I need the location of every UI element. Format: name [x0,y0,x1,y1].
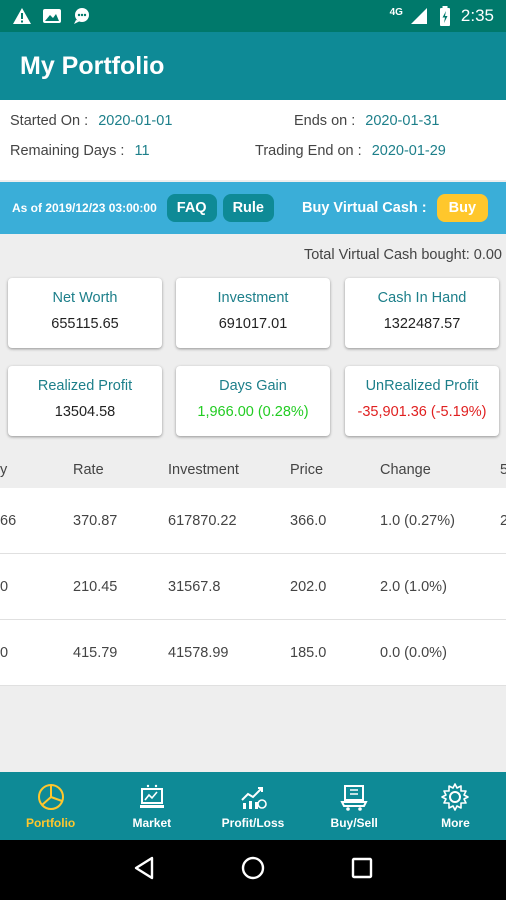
header-rate: Rate [73,462,104,478]
back-icon[interactable] [133,856,155,885]
table-row[interactable]: 66 370.87 617870.22 366.0 1.0 (0.27%) 2 [0,488,506,554]
net-worth-value: 655115.65 [51,316,119,332]
trading-end-value: 2020-01-29 [371,143,446,159]
unrealized-profit-label: UnRealized Profit [365,378,479,394]
realized-profit-label: Realized Profit [37,378,133,394]
recents-icon[interactable] [351,857,373,884]
started-on-value: 2020-01-01 [98,113,173,129]
trading-end-label: Trading End on : [255,143,362,159]
remaining-days: Remaining Days : 11 [10,143,150,159]
app-bar: My Portfolio [0,32,506,100]
bottom-navigation: Portfolio Market Profit/Loss Buy/Sell Mo… [0,772,506,840]
image-icon [42,7,62,25]
profit-loss-icon [241,787,267,809]
nav-buy-sell-label: Buy/Sell [330,816,378,830]
warning-icon [12,7,32,25]
started-on: Started On : 2020-01-01 [10,113,172,129]
ends-on-value: 2020-01-31 [365,113,440,129]
days-gain-label: Days Gain [219,378,287,394]
unrealized-profit-card: UnRealized Profit -35,901.36 (-5.19%) [345,366,499,436]
table-row[interactable]: 0 415.79 41578.99 185.0 0.0 (0.0%) [0,620,506,686]
nav-portfolio-label: Portfolio [25,816,76,830]
started-on-label: Started On : [10,113,89,129]
row-investment: 617870.22 [168,512,237,529]
nav-profit-loss-label: Profit/Loss [221,816,285,830]
row-qty: 0 [0,578,9,595]
unrealized-profit-value: -35,901.36 (-5.19%) [357,404,487,420]
nav-more[interactable]: More [405,772,506,840]
buy-button[interactable]: Buy [436,194,489,222]
net-worth-card: Net Worth 655115.65 [8,278,162,348]
header-extra: 5 [500,462,506,478]
message-icon [72,7,92,25]
row-qty: 0 [0,644,9,661]
page-title: My Portfolio [20,51,165,80]
signal-icon [409,7,429,25]
gear-icon [441,783,470,811]
nav-more-label: More [441,816,470,830]
header-investment: Investment [168,462,239,478]
nav-portfolio[interactable]: Portfolio [0,772,101,840]
row-rate: 370.87 [73,512,118,529]
contest-info: Started On : 2020-01-01 Ends on : 2020-0… [0,100,506,180]
net-worth-label: Net Worth [52,290,118,306]
nav-buy-sell[interactable]: Buy/Sell [304,772,405,840]
realized-profit-card: Realized Profit 13504.58 [8,366,162,436]
ends-on: Ends on : 2020-01-31 [294,113,439,129]
days-gain-card: Days Gain 1,966.00 (0.28%) [176,366,330,436]
investment-value: 691017.01 [218,316,288,332]
cash-in-hand-value: 1322487.57 [383,316,461,332]
realized-profit-value: 13504.58 [54,404,116,420]
investment-label: Investment [217,290,289,306]
row-change: 0.0 (0.0%) [380,644,447,661]
holdings-table: y Rate Investment Price Change 5 66 370.… [0,452,506,686]
header-change: Change [380,462,431,478]
days-gain-value: 1,966.00 (0.28%) [197,404,309,420]
investment-card: Investment 691017.01 [176,278,330,348]
system-navigation-bar [0,840,506,900]
row-change: 2.0 (1.0%) [380,578,447,595]
row-price: 185.0 [290,644,327,661]
remaining-days-value: 11 [134,143,150,159]
nav-market[interactable]: Market [101,772,202,840]
row-investment: 41578.99 [168,644,229,661]
total-virtual-cash: Total Virtual Cash bought: 0.00 [303,247,502,263]
row-extra: 2 [500,512,506,529]
status-bar: 4G 2:35 [0,0,506,32]
pie-chart-icon [37,784,64,810]
row-change: 1.0 (0.27%) [380,512,455,529]
cash-in-hand-label: Cash In Hand [377,290,467,306]
action-bar: As of 2019/12/23 03:00:00 FAQ Rule Buy V… [0,182,506,234]
header-price: Price [290,462,324,478]
header-qty: y [0,462,8,478]
row-rate: 415.79 [73,644,118,661]
nav-profit-loss[interactable]: Profit/Loss [202,772,303,840]
cash-in-hand-card: Cash In Hand 1322487.57 [345,278,499,348]
row-rate: 210.45 [73,578,118,595]
home-icon[interactable] [241,856,265,885]
as-of-timestamp: As of 2019/12/23 03:00:00 [12,201,157,215]
market-icon [139,784,164,808]
rule-button[interactable]: Rule [222,194,274,222]
nav-market-label: Market [132,816,172,830]
clock: 2:35 [460,6,494,25]
row-investment: 31567.8 [168,578,221,595]
faq-button[interactable]: FAQ [166,194,217,222]
table-header: y Rate Investment Price Change 5 [0,452,506,488]
network-type: 4G [389,6,403,18]
ends-on-label: Ends on : [294,113,356,129]
battery-icon [435,6,455,26]
table-row[interactable]: 0 210.45 31567.8 202.0 2.0 (1.0%) [0,554,506,620]
row-price: 202.0 [290,578,327,595]
buy-sell-icon [340,785,368,811]
row-qty: 66 [0,512,17,529]
remaining-days-label: Remaining Days : [10,143,125,159]
row-price: 366.0 [290,512,327,529]
trading-end: Trading End on : 2020-01-29 [255,143,446,159]
buy-virtual-cash-label: Buy Virtual Cash : [302,200,427,216]
